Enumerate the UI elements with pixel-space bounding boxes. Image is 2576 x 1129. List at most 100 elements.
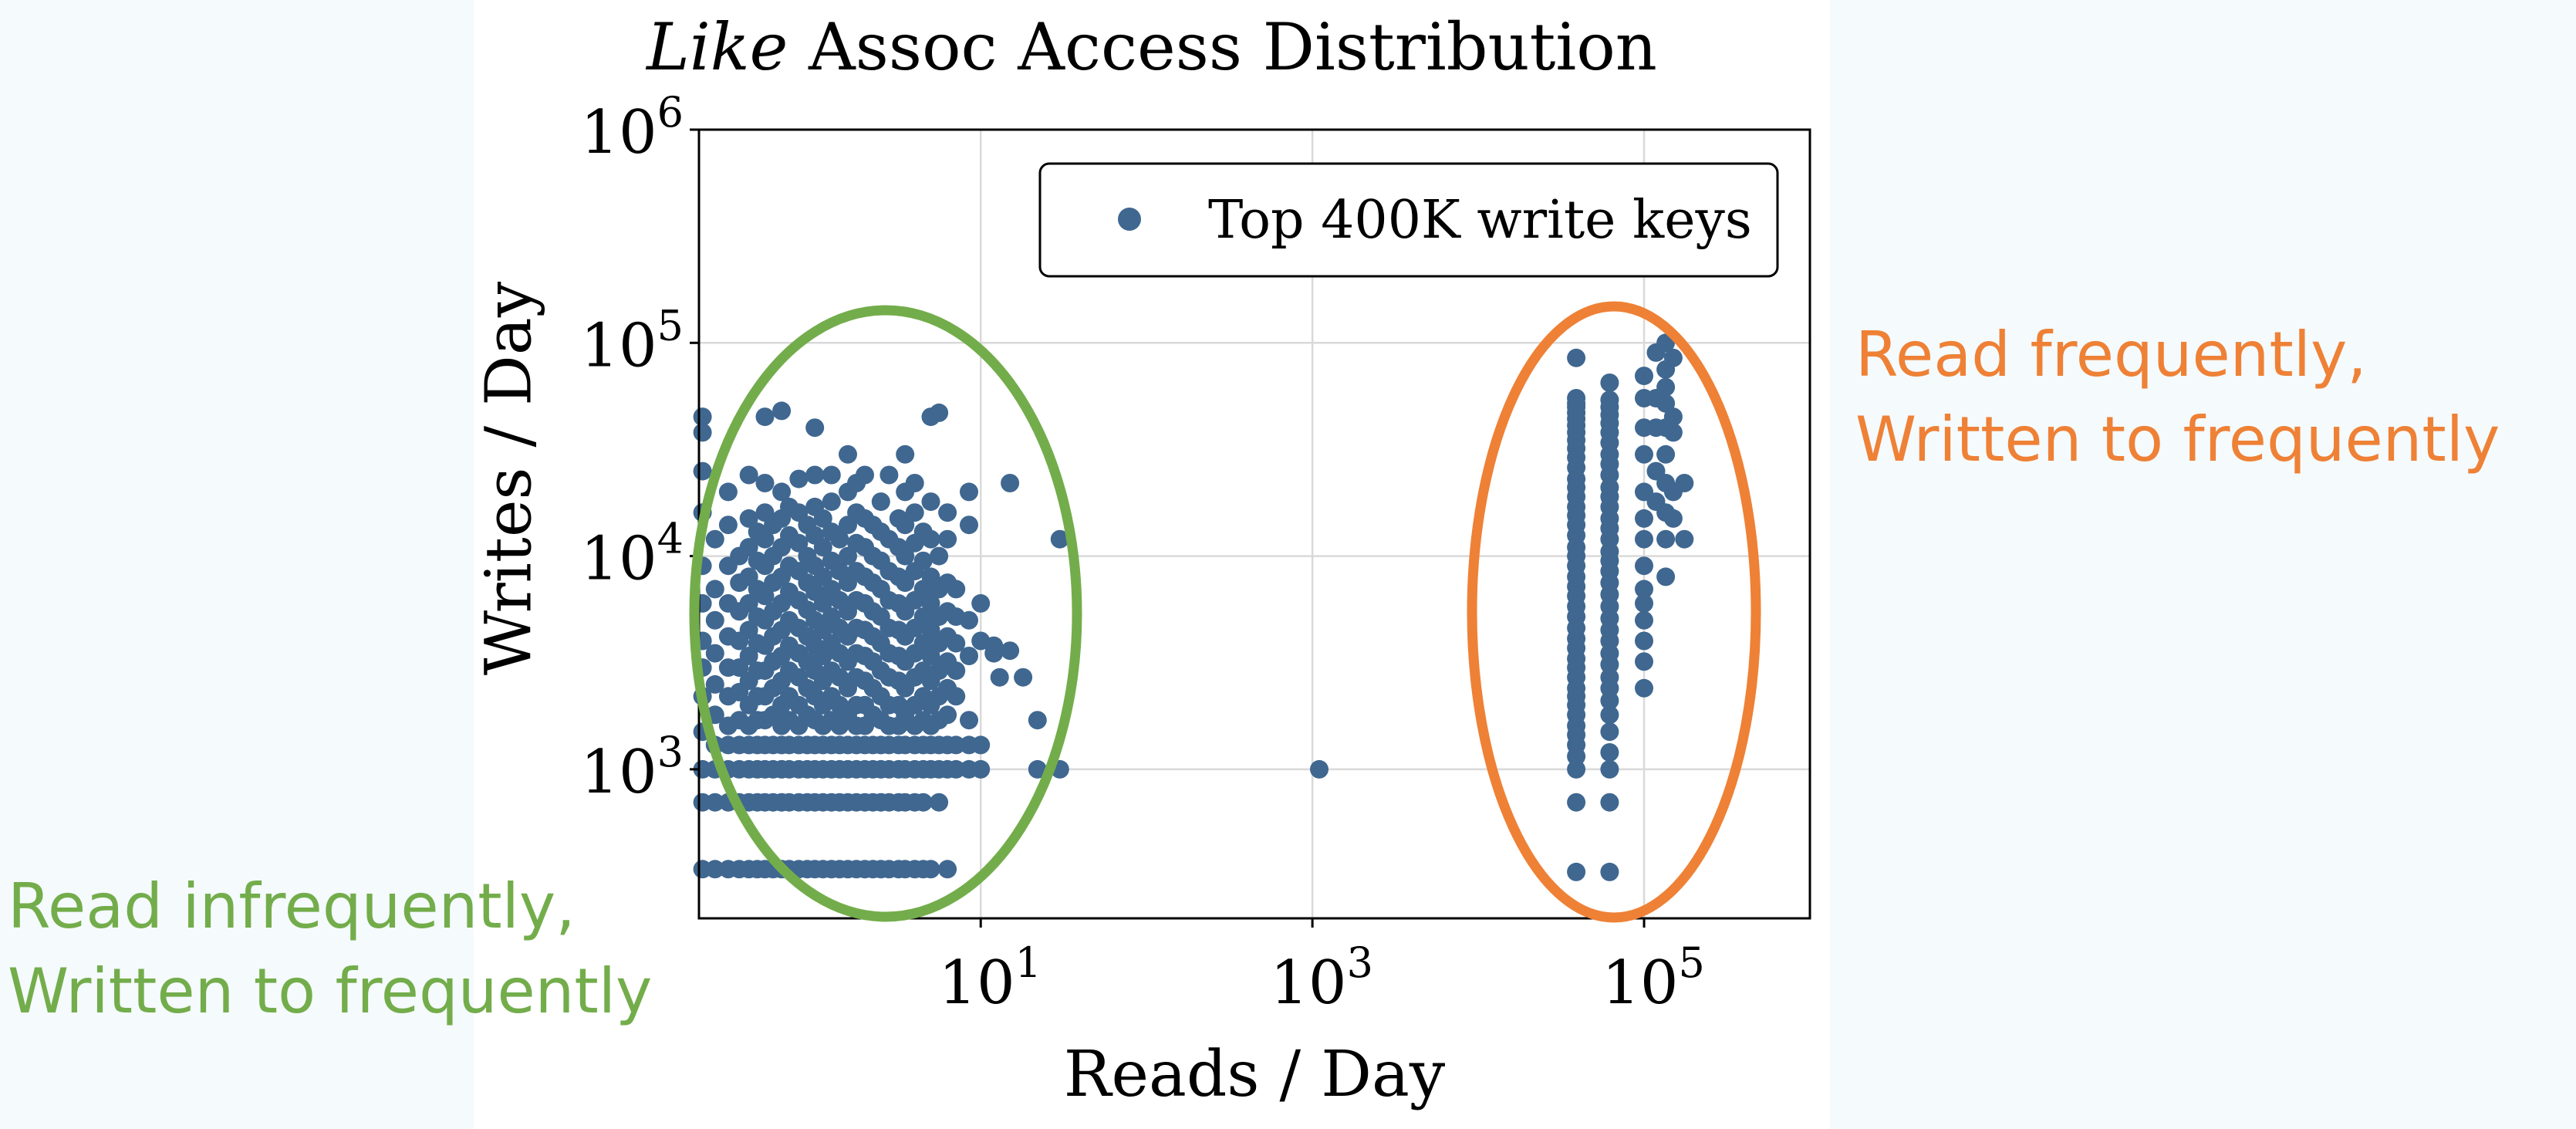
data-point <box>1635 631 1653 651</box>
data-point <box>930 793 949 812</box>
data-point <box>921 593 940 613</box>
y-tick-label-1-exponent: 4 <box>657 515 684 563</box>
data-point <box>913 793 933 812</box>
data-point <box>913 551 933 570</box>
data-point <box>805 418 825 438</box>
data-point <box>705 580 724 599</box>
data-point <box>1600 862 1619 881</box>
data-point <box>921 620 940 640</box>
data-point <box>947 634 966 653</box>
data-point <box>1635 367 1653 386</box>
annotation-right-line1: Read frequently, <box>1855 319 2367 390</box>
data-point <box>822 492 841 512</box>
data-point <box>718 515 738 535</box>
annotation-read-frequently: Read frequently, Written to frequently <box>1855 313 2500 482</box>
data-point <box>1635 580 1653 599</box>
y-tick-label-1-base: 10 <box>580 525 657 594</box>
data-point <box>755 529 775 549</box>
data-point <box>1028 711 1047 730</box>
data-point <box>1675 529 1694 549</box>
data-point <box>693 423 712 442</box>
data-point <box>921 529 940 549</box>
data-point <box>1600 691 1619 710</box>
x-axis-label: Reads / Day <box>1063 1038 1446 1111</box>
data-point <box>789 469 809 488</box>
data-point <box>1663 407 1683 427</box>
y-tick-label-3-exponent: 6 <box>657 88 684 137</box>
data-point <box>930 546 949 566</box>
data-point <box>947 580 966 599</box>
data-point <box>1567 759 1586 779</box>
x-tick-label-0-exponent: 1 <box>1015 938 1042 987</box>
data-point <box>705 860 724 879</box>
chart-title-italic: Like <box>647 9 788 85</box>
data-point <box>1600 743 1619 762</box>
data-point <box>813 593 832 613</box>
data-point <box>705 793 724 812</box>
data-point <box>1663 509 1683 528</box>
data-point <box>905 474 924 492</box>
data-point <box>921 860 940 879</box>
data-point <box>938 529 957 549</box>
data-point <box>896 546 915 566</box>
x-tick-label-1: 103 <box>1270 938 1373 1018</box>
data-point <box>739 465 758 485</box>
data-point <box>856 465 874 485</box>
data-point <box>960 482 978 502</box>
data-point <box>755 407 775 427</box>
data-point <box>1050 529 1069 549</box>
right-region-ellipse <box>1467 301 1761 923</box>
y-tick-label-0-base: 10 <box>580 738 657 807</box>
data-point <box>693 461 712 481</box>
chart-title-rest: Assoc Access Distribution <box>788 9 1657 85</box>
y-tick-label-2-base: 10 <box>580 311 657 380</box>
data-point <box>960 711 978 730</box>
data-point <box>879 465 899 485</box>
data-point <box>705 644 724 663</box>
data-point <box>930 403 949 422</box>
data-point <box>938 860 957 879</box>
data-point <box>947 661 966 681</box>
data-point <box>938 503 957 522</box>
data-point <box>705 610 724 630</box>
data-point <box>960 515 978 535</box>
data-point <box>871 492 890 512</box>
y-tick-label-0-exponent: 3 <box>657 728 684 776</box>
data-point <box>1600 705 1619 725</box>
data-point <box>984 644 1004 663</box>
data-point <box>1656 567 1676 586</box>
data-point <box>1567 747 1586 766</box>
data-point <box>896 445 915 464</box>
data-point <box>1014 668 1033 687</box>
data-point <box>1663 423 1683 442</box>
data-point <box>1600 793 1619 812</box>
data-point <box>1001 474 1020 492</box>
data-point <box>960 647 978 665</box>
data-point <box>971 593 991 613</box>
data-point <box>1600 722 1619 742</box>
data-point <box>1600 374 1619 392</box>
data-point <box>947 735 966 755</box>
legend-label: Top 400K write keys <box>1208 190 1752 251</box>
data-point <box>1663 348 1683 367</box>
legend-box <box>1038 162 1779 278</box>
data-point <box>947 687 966 706</box>
data-point <box>971 759 991 779</box>
x-tick-label-2-exponent: 5 <box>1678 938 1704 987</box>
data-point <box>1635 593 1653 613</box>
data-point <box>739 509 758 528</box>
data-point <box>1567 348 1586 367</box>
x-tick-label-0-base: 10 <box>938 948 1015 1018</box>
chart-title: Like Assoc Access Distribution <box>474 5 1830 90</box>
data-point <box>822 465 841 485</box>
data-point <box>1600 759 1619 779</box>
data-point <box>805 465 825 485</box>
data-point <box>921 492 940 512</box>
y-tick-label-1: 104 <box>580 515 684 594</box>
x-tick-label-1-base: 10 <box>1270 948 1346 1018</box>
data-point <box>1635 678 1653 698</box>
data-point <box>960 610 978 630</box>
data-point <box>739 620 758 640</box>
data-point <box>813 620 832 640</box>
